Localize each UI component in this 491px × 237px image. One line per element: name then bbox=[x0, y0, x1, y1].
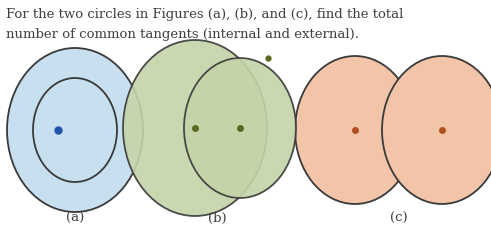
Text: (c): (c) bbox=[390, 211, 408, 224]
Ellipse shape bbox=[382, 56, 491, 204]
Text: For the two circles in Figures (a), (b), and (c), find the total: For the two circles in Figures (a), (b),… bbox=[6, 8, 404, 21]
Ellipse shape bbox=[184, 58, 296, 198]
Ellipse shape bbox=[295, 56, 415, 204]
Text: (b): (b) bbox=[208, 211, 227, 224]
Text: (a): (a) bbox=[66, 211, 84, 224]
Text: number of common tangents (internal and external).: number of common tangents (internal and … bbox=[6, 28, 359, 41]
Ellipse shape bbox=[33, 78, 117, 182]
Ellipse shape bbox=[123, 40, 267, 216]
Ellipse shape bbox=[7, 48, 143, 212]
